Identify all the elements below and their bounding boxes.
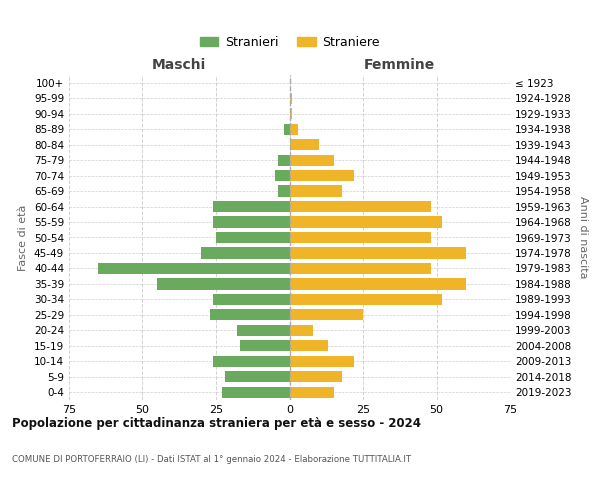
Bar: [284, 124, 290, 134]
Bar: [216, 232, 290, 243]
Bar: [290, 92, 292, 104]
Bar: [290, 263, 431, 274]
Bar: [290, 170, 354, 181]
Legend: Stranieri, Straniere: Stranieri, Straniere: [194, 31, 385, 54]
Y-axis label: Fasce di età: Fasce di età: [19, 204, 28, 270]
Bar: [290, 201, 431, 212]
Bar: [213, 216, 290, 228]
Bar: [290, 248, 466, 258]
Text: COMUNE DI PORTOFERRAIO (LI) - Dati ISTAT al 1° gennaio 2024 - Elaborazione TUTTI: COMUNE DI PORTOFERRAIO (LI) - Dati ISTAT…: [12, 455, 411, 464]
Bar: [275, 170, 290, 181]
Bar: [290, 108, 292, 120]
Bar: [290, 232, 431, 243]
Bar: [290, 186, 343, 196]
Bar: [290, 294, 442, 305]
Bar: [290, 325, 313, 336]
Bar: [225, 371, 290, 382]
Bar: [290, 386, 334, 398]
Bar: [278, 154, 290, 166]
Text: Popolazione per cittadinanza straniera per età e sesso - 2024: Popolazione per cittadinanza straniera p…: [12, 418, 421, 430]
Bar: [210, 310, 290, 320]
Bar: [290, 139, 319, 150]
Y-axis label: Anni di nascita: Anni di nascita: [578, 196, 588, 279]
Text: Maschi: Maschi: [152, 58, 206, 72]
Bar: [202, 248, 290, 258]
Bar: [98, 263, 290, 274]
Bar: [290, 124, 298, 134]
Bar: [239, 340, 290, 351]
Bar: [213, 294, 290, 305]
Bar: [290, 216, 442, 228]
Bar: [278, 186, 290, 196]
Bar: [290, 340, 328, 351]
Bar: [290, 310, 363, 320]
Bar: [290, 154, 334, 166]
Bar: [213, 356, 290, 367]
Text: Femmine: Femmine: [364, 58, 436, 72]
Bar: [157, 278, 290, 289]
Bar: [290, 371, 343, 382]
Bar: [236, 325, 290, 336]
Bar: [290, 356, 354, 367]
Bar: [290, 278, 466, 289]
Bar: [222, 386, 290, 398]
Bar: [213, 201, 290, 212]
